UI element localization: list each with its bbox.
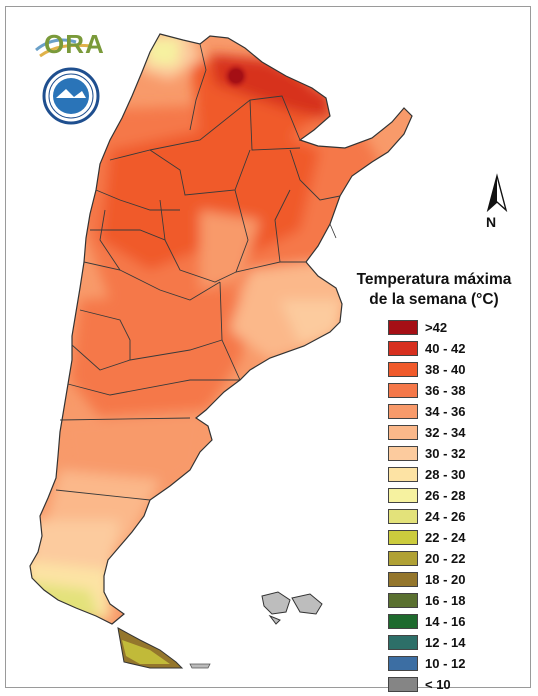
legend-swatch (388, 509, 418, 524)
legend-swatch (388, 320, 418, 335)
legend-item: 32 - 34 (388, 422, 465, 443)
legend-label: 32 - 34 (425, 425, 466, 440)
legend-title-line2: de la semana (°C) (369, 291, 499, 308)
north-arrow-icon (486, 173, 508, 213)
legend-item: 36 - 38 (388, 380, 465, 401)
legend-label: 28 - 30 (425, 467, 466, 482)
legend-swatch (388, 446, 418, 461)
legend-label: 16 - 18 (425, 593, 466, 608)
legend-swatch (388, 614, 418, 629)
legend-item: 14 - 16 (388, 611, 465, 632)
legend-label: >42 (425, 320, 448, 335)
legend-swatch (388, 425, 418, 440)
legend-label: < 10 (425, 677, 451, 692)
map-frame (5, 6, 531, 688)
legend-swatch (388, 593, 418, 608)
legend-item: 24 - 26 (388, 506, 465, 527)
legend: >42 40 - 42 38 - 40 36 - 38 34 - 36 32 - 34 30… (388, 317, 465, 695)
legend-label: 34 - 36 (425, 404, 466, 419)
legend-swatch (388, 362, 418, 377)
legend-swatch (388, 677, 418, 692)
malvinas-islands (261, 591, 323, 625)
legend-title: Temperatura máxima de la semana (°C) (334, 270, 534, 310)
legend-label: 10 - 12 (425, 656, 466, 671)
legend-item: 20 - 22 (388, 548, 465, 569)
legend-item: 34 - 36 (388, 401, 465, 422)
legend-label: 18 - 20 (425, 572, 466, 587)
legend-label: 20 - 22 (425, 551, 466, 566)
north-label: N (486, 214, 497, 230)
legend-item: 16 - 18 (388, 590, 465, 611)
legend-label: 40 - 42 (425, 341, 466, 356)
legend-item: >42 (388, 317, 465, 338)
legend-swatch (388, 341, 418, 356)
legend-label: 24 - 26 (425, 509, 466, 524)
legend-item: 26 - 28 (388, 485, 465, 506)
legend-swatch (388, 467, 418, 482)
legend-label: 12 - 14 (425, 635, 466, 650)
legend-label: 30 - 32 (425, 446, 466, 461)
legend-swatch (388, 635, 418, 650)
legend-item: 18 - 20 (388, 569, 465, 590)
ora-logo-text: ORA (44, 29, 105, 59)
legend-swatch (388, 572, 418, 587)
legend-item: 30 - 32 (388, 443, 465, 464)
legend-item: < 10 (388, 674, 465, 695)
legend-item: 38 - 40 (388, 359, 465, 380)
smn-seal-icon (42, 67, 100, 125)
legend-label: 38 - 40 (425, 362, 466, 377)
legend-swatch (388, 383, 418, 398)
legend-item: 40 - 42 (388, 338, 465, 359)
legend-item: 22 - 24 (388, 527, 465, 548)
legend-item: 12 - 14 (388, 632, 465, 653)
legend-label: 36 - 38 (425, 383, 466, 398)
legend-item: 28 - 30 (388, 464, 465, 485)
province-boundaries (55, 43, 341, 501)
legend-swatch (388, 488, 418, 503)
legend-swatch (388, 551, 418, 566)
legend-swatch (388, 530, 418, 545)
legend-title-line1: Temperatura máxima (356, 271, 512, 288)
legend-label: 26 - 28 (425, 488, 466, 503)
legend-label: 22 - 24 (425, 530, 466, 545)
legend-swatch (388, 656, 418, 671)
ora-logo-icon (35, 38, 93, 58)
legend-swatch (388, 404, 418, 419)
legend-label: 14 - 16 (425, 614, 466, 629)
legend-item: 10 - 12 (388, 653, 465, 674)
